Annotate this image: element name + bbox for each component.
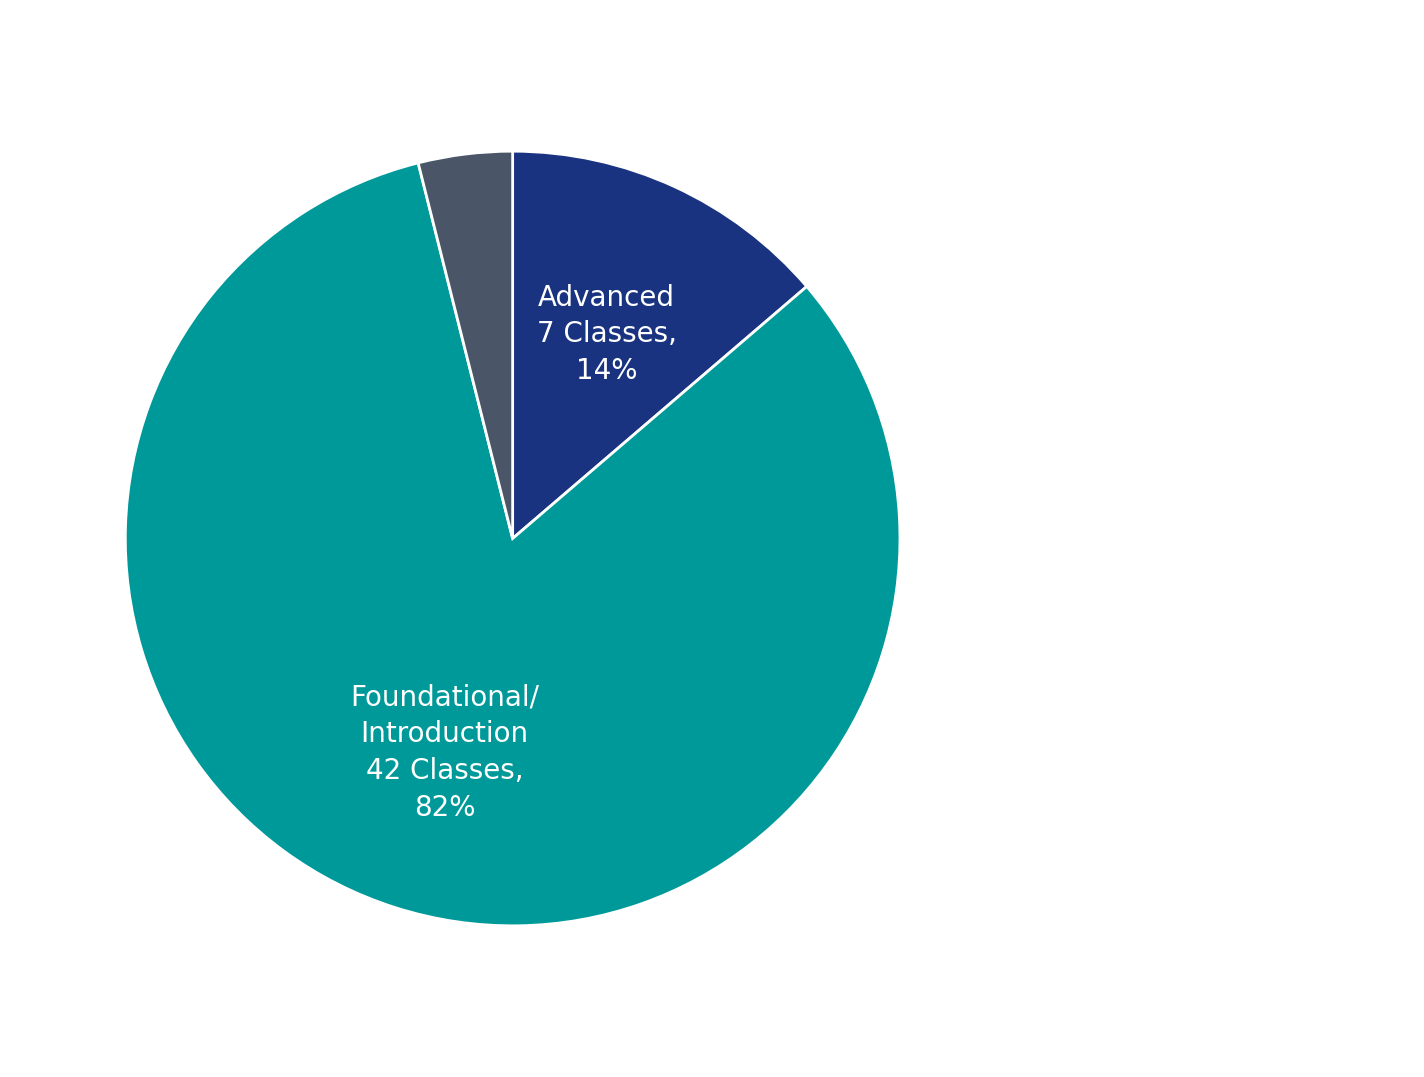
Wedge shape [419,151,513,538]
Wedge shape [513,151,807,538]
Text: Foundational/
Introduction
42 Classes,
82%: Foundational/ Introduction 42 Classes, 8… [350,684,540,822]
Text: Advanced
7 Classes,
14%: Advanced 7 Classes, 14% [537,283,676,386]
Wedge shape [125,163,900,926]
